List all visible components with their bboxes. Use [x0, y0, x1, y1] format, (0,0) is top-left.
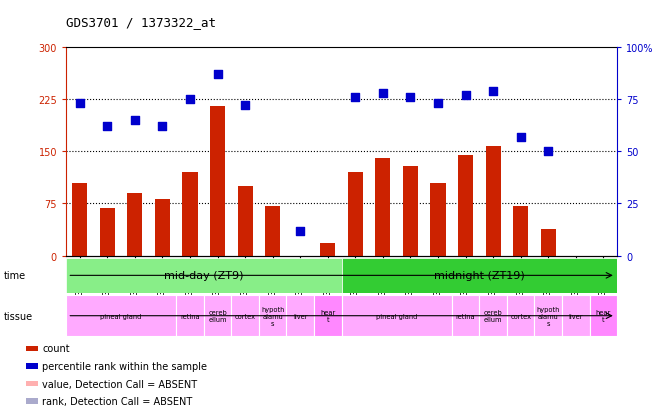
Point	[488, 88, 498, 95]
Bar	[210, 107, 225, 256]
Text: tissue: tissue	[3, 311, 32, 321]
Point	[515, 134, 526, 140]
Bar	[238, 187, 253, 256]
Point	[378, 90, 388, 97]
Text: hypoth
alamu
s: hypoth alamu s	[261, 306, 284, 326]
Bar	[265, 206, 280, 256]
Text: hear
t: hear t	[596, 309, 611, 323]
Text: hypoth
alamu
s: hypoth alamu s	[537, 306, 560, 326]
Text: GDS3701 / 1373322_at: GDS3701 / 1373322_at	[66, 16, 216, 29]
Bar	[127, 193, 143, 256]
Text: pineal gland: pineal gland	[100, 313, 142, 319]
Text: hear
t: hear t	[320, 309, 335, 323]
Text: pineal gland: pineal gland	[376, 313, 417, 319]
Text: cereb
ellum: cereb ellum	[484, 309, 502, 323]
Text: cereb
ellum: cereb ellum	[208, 309, 227, 323]
Bar	[26, 346, 38, 351]
Text: percentile rank within the sample: percentile rank within the sample	[42, 361, 207, 371]
Text: time: time	[3, 271, 26, 281]
Bar	[286, 295, 314, 337]
Text: mid-day (ZT9): mid-day (ZT9)	[164, 271, 244, 281]
Bar	[66, 258, 342, 293]
Bar	[72, 183, 87, 256]
Point	[129, 117, 140, 124]
Bar	[182, 173, 197, 256]
Point	[157, 123, 168, 130]
Bar	[486, 146, 501, 256]
Point	[350, 94, 360, 101]
Bar	[458, 155, 473, 256]
Bar	[562, 295, 589, 337]
Bar	[541, 230, 556, 256]
Text: retina: retina	[456, 313, 475, 319]
Bar	[176, 295, 204, 337]
Text: value, Detection Call = ABSENT: value, Detection Call = ABSENT	[42, 379, 197, 389]
Point	[185, 96, 195, 103]
Bar	[204, 295, 232, 337]
Bar	[342, 258, 617, 293]
Bar	[452, 295, 479, 337]
Point	[75, 100, 85, 107]
Text: cortex: cortex	[510, 313, 531, 319]
Text: midnight (ZT19): midnight (ZT19)	[434, 271, 525, 281]
Bar	[26, 381, 38, 387]
Bar	[66, 295, 176, 337]
Text: cortex: cortex	[234, 313, 255, 319]
Point	[405, 94, 416, 101]
Text: count: count	[42, 344, 70, 354]
Bar	[259, 295, 286, 337]
Bar	[342, 295, 452, 337]
Point	[102, 123, 113, 130]
Bar	[479, 295, 507, 337]
Bar	[535, 295, 562, 337]
Bar	[507, 295, 535, 337]
Bar	[26, 363, 38, 369]
Bar	[513, 206, 528, 256]
Bar	[403, 167, 418, 256]
Bar	[376, 159, 391, 256]
Bar	[589, 295, 617, 337]
Point	[240, 102, 250, 109]
Bar	[348, 173, 363, 256]
Point	[213, 71, 223, 78]
Point	[433, 100, 444, 107]
Bar	[232, 295, 259, 337]
Bar	[26, 398, 38, 404]
Point	[460, 92, 471, 99]
Bar	[430, 183, 446, 256]
Text: liver: liver	[568, 313, 583, 319]
Text: liver: liver	[293, 313, 308, 319]
Bar	[320, 244, 335, 256]
Bar	[100, 209, 115, 256]
Bar	[314, 295, 342, 337]
Point	[543, 149, 554, 155]
Bar	[155, 199, 170, 256]
Text: rank, Detection Call = ABSENT: rank, Detection Call = ABSENT	[42, 396, 193, 406]
Text: retina: retina	[180, 313, 200, 319]
Point	[295, 228, 306, 234]
